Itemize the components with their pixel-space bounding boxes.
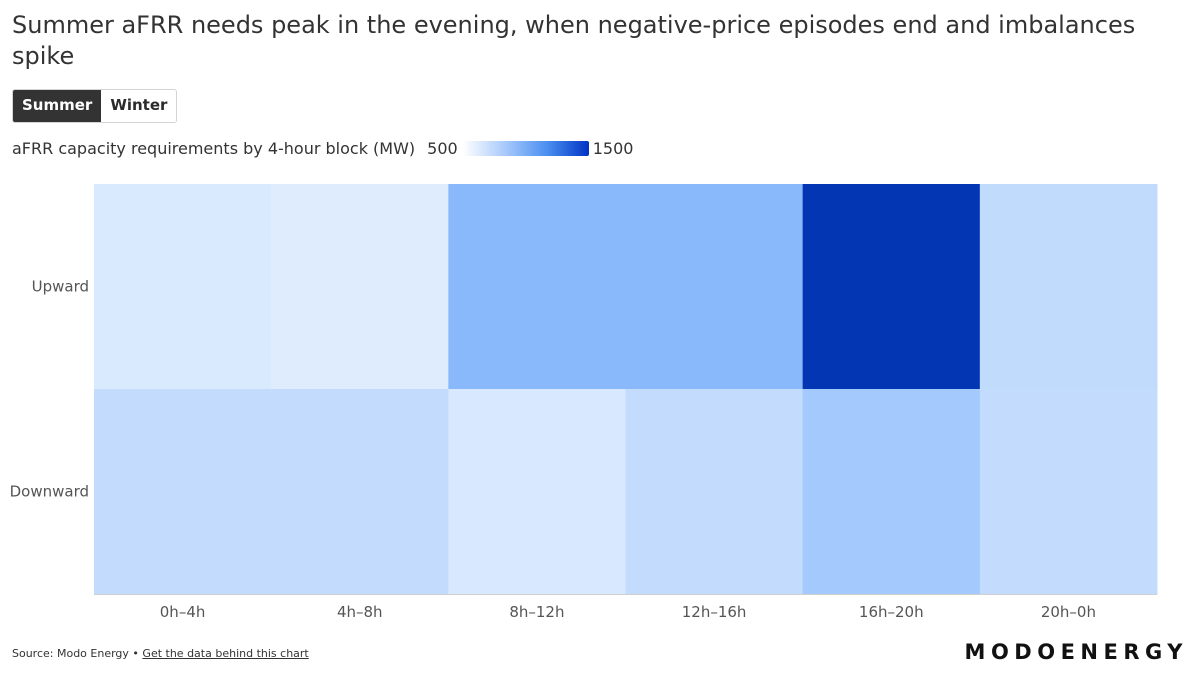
- x-tick-label: 16h–20h: [859, 603, 924, 621]
- heatmap-cell-upward-5: [979, 184, 1158, 390]
- season-toggle[interactable]: Summer Winter: [12, 89, 178, 123]
- x-tick-label: 12h–16h: [682, 603, 747, 621]
- y-tick-label: Downward: [10, 483, 89, 501]
- toggle-winter-button[interactable]: Winter: [101, 90, 177, 122]
- source-text: Source: Modo Energy •: [12, 647, 139, 660]
- heatmap-cell-upward-1: [271, 184, 449, 390]
- heatmap-cell-downward-2: [448, 389, 626, 595]
- toggle-summer-button[interactable]: Summer: [13, 90, 102, 122]
- heatmap-cell-downward-5: [979, 389, 1158, 595]
- x-tick-label: 8h–12h: [509, 603, 564, 621]
- legend-max-label: 1500: [592, 138, 634, 158]
- y-tick-label: Upward: [32, 278, 89, 296]
- heatmap-cell-downward-3: [625, 389, 804, 595]
- heatmap-cell-downward-1: [271, 389, 449, 595]
- legend-gradient-bar: [462, 140, 589, 156]
- color-legend: aFRR capacity requirements by 4-hour blo…: [12, 137, 633, 159]
- legend-title: aFRR capacity requirements by 4-hour blo…: [12, 138, 416, 158]
- legend-min-label: 500: [427, 138, 458, 158]
- chart-title: Summer aFRR needs peak in the evening, w…: [12, 11, 1136, 70]
- heatmap-cell-upward-2: [448, 184, 626, 390]
- x-tick-label: 0h–4h: [160, 603, 206, 621]
- brand-logo: MODOENERGY: [964, 640, 1188, 664]
- heatmap-cell-upward-3: [625, 184, 804, 390]
- heatmap-cell-downward-0: [94, 389, 272, 595]
- x-tick-label: 20h–0h: [1041, 603, 1096, 621]
- heatmap-cell-upward-0: [94, 184, 272, 390]
- x-tick-label: 4h–8h: [337, 603, 383, 621]
- data-link[interactable]: Get the data behind this chart: [142, 647, 309, 660]
- heatmap-cell-upward-4: [802, 184, 981, 390]
- heatmap-cell-downward-4: [802, 389, 981, 595]
- footer: Source: Modo Energy • Get the data behin…: [12, 647, 309, 660]
